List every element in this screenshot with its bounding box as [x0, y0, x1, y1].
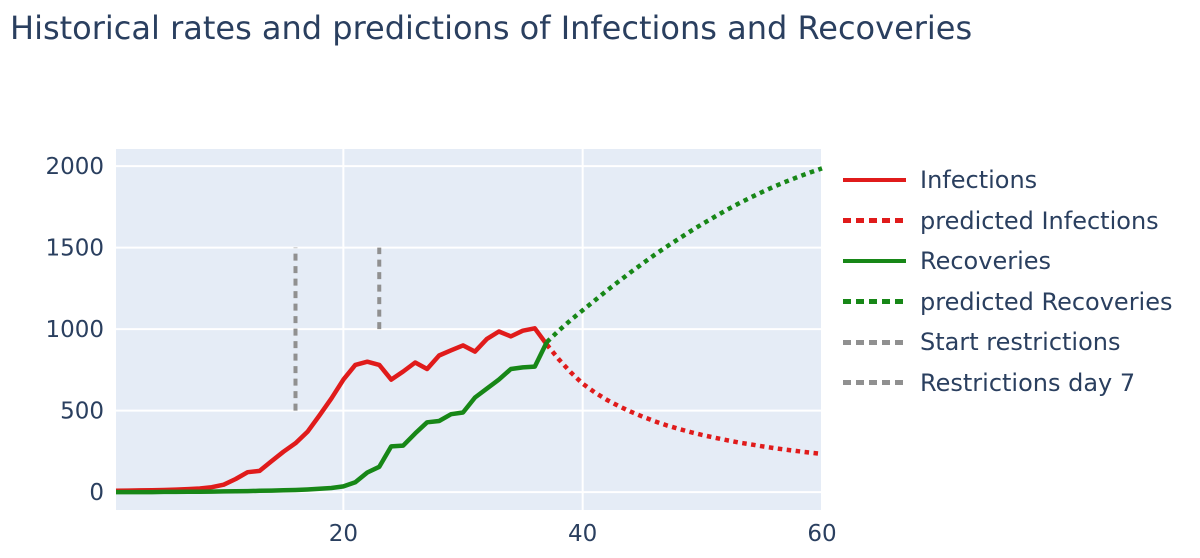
legend-item-infections[interactable]: Infections	[843, 160, 1173, 201]
legend-swatch-dotted-green-line-icon	[843, 299, 906, 305]
legend-item-predicted-recoveries[interactable]: predicted Recoveries	[843, 282, 1173, 323]
y-tick-label: 0	[89, 480, 104, 506]
legend-swatch-solid-green-line-icon	[843, 259, 906, 264]
y-tick-label: 1500	[45, 236, 104, 262]
legend-label-recoveries: Recoveries	[920, 247, 1052, 276]
legend-label-predicted-infections: predicted Infections	[920, 206, 1159, 235]
legend-label-predicted-recoveries: predicted Recoveries	[920, 287, 1173, 316]
series-predicted-infections	[545, 343, 823, 457]
legend-label-restrictions-day-7: Restrictions day 7	[920, 368, 1136, 397]
legend-item-predicted-infections[interactable]: predicted Infections	[843, 201, 1173, 242]
y-tick-label: 1000	[45, 317, 104, 343]
legend-item-start-restrictions[interactable]: Start restrictions	[843, 322, 1173, 363]
series-predicted-recoveries	[545, 166, 823, 344]
legend: Infections predicted Infections Recoveri…	[843, 160, 1173, 403]
legend-item-recoveries[interactable]: Recoveries	[843, 241, 1173, 282]
legend-label-infections: Infections	[920, 166, 1038, 195]
legend-swatch-dotted-gray-line-icon	[843, 380, 906, 386]
y-tick-label: 500	[60, 399, 104, 425]
legend-swatch-dotted-gray-line-icon	[843, 339, 906, 345]
legend-swatch-solid-red-line-icon	[843, 178, 906, 183]
legend-item-restrictions-day-7[interactable]: Restrictions day 7	[843, 363, 1173, 404]
y-tick-label: 2000	[45, 154, 104, 180]
chart-title: Historical rates and predictions of Infe…	[10, 9, 973, 47]
series-recoveries	[116, 341, 549, 495]
x-tick-label: 20	[329, 521, 358, 547]
series-infections	[115, 326, 549, 494]
legend-swatch-dotted-red-line-icon	[843, 218, 906, 224]
x-tick-label: 60	[807, 521, 836, 547]
legend-label-start-restrictions: Start restrictions	[920, 328, 1121, 357]
x-tick-label: 40	[568, 521, 597, 547]
